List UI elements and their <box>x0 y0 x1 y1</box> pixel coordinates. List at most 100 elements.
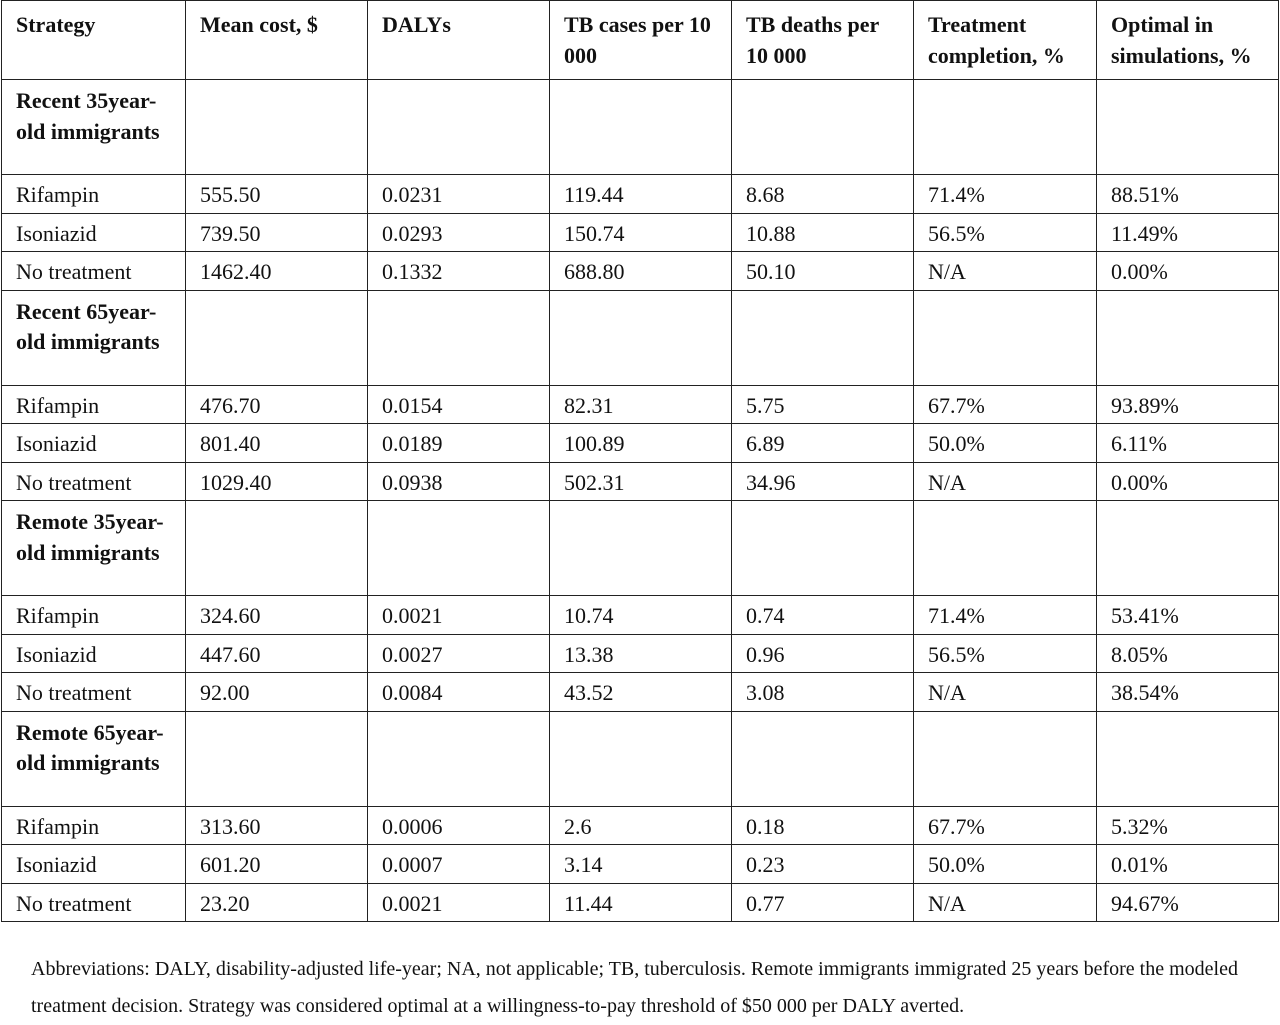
tb-cases-cell: 13.38 <box>549 633 732 673</box>
table-row: Isoniazid 739.50 0.0293 150.74 10.88 56.5% 11.… <box>1 212 1279 252</box>
group-empty-cell <box>367 79 550 175</box>
results-table: Strategy Mean cost, $ DALYs TB cases per… <box>1 0 1279 922</box>
optimal-cell: 94.67% <box>1096 882 1279 922</box>
treatment-completion-cell: N/A <box>913 672 1097 712</box>
tb-deaths-cell: 6.89 <box>731 423 914 463</box>
tb-cases-cell: 100.89 <box>549 423 732 463</box>
treatment-completion-cell: 67.7% <box>913 805 1097 845</box>
tb-deaths-cell: 10.88 <box>731 212 914 252</box>
table-row: No treatment 92.00 0.0084 43.52 3.08 N/A 38.54… <box>1 672 1279 712</box>
strategy-cell: Isoniazid <box>1 212 186 252</box>
tb-deaths-cell: 5.75 <box>731 384 914 424</box>
strategy-cell: Rifampin <box>1 595 186 635</box>
tb-deaths-cell: 3.08 <box>731 672 914 712</box>
strategy-cell: Rifampin <box>1 805 186 845</box>
mean-cost-cell: 324.60 <box>185 595 368 635</box>
group-empty-cell <box>731 289 914 386</box>
tb-cases-cell: 688.80 <box>549 251 732 291</box>
group-empty-cell <box>1096 710 1279 807</box>
tb-cases-cell: 10.74 <box>549 595 732 635</box>
treatment-completion-cell: N/A <box>913 251 1097 291</box>
group-label: Remote 65year-old immigrants <box>1 710 186 807</box>
group-empty-cell <box>913 500 1097 596</box>
group-empty-cell <box>731 79 914 175</box>
tb-deaths-cell: 8.68 <box>731 174 914 214</box>
group-empty-cell <box>185 79 368 175</box>
tb-deaths-cell: 50.10 <box>731 251 914 291</box>
group-empty-cell <box>185 710 368 807</box>
dalys-cell: 0.1332 <box>367 251 550 291</box>
table-row: Isoniazid 601.20 0.0007 3.14 0.23 50.0% 0.01% <box>1 844 1279 884</box>
dalys-cell: 0.0938 <box>367 461 550 501</box>
mean-cost-cell: 1029.40 <box>185 461 368 501</box>
dalys-cell: 0.0231 <box>367 174 550 214</box>
tb-cases-cell: 11.44 <box>549 882 732 922</box>
dalys-cell: 0.0189 <box>367 423 550 463</box>
optimal-cell: 11.49% <box>1096 212 1279 252</box>
mean-cost-cell: 92.00 <box>185 672 368 712</box>
tb-cases-cell: 3.14 <box>549 844 732 884</box>
tb-deaths-cell: 34.96 <box>731 461 914 501</box>
tb-deaths-cell: 0.77 <box>731 882 914 922</box>
optimal-cell: 0.00% <box>1096 461 1279 501</box>
optimal-cell: 93.89% <box>1096 384 1279 424</box>
group-empty-cell <box>549 710 732 807</box>
group-empty-cell <box>367 710 550 807</box>
table-row: Rifampin 476.70 0.0154 82.31 5.75 67.7% 93.89% <box>1 384 1279 424</box>
group-empty-cell <box>731 500 914 596</box>
header-mean-cost: Mean cost, $ <box>185 0 368 80</box>
table-row: Isoniazid 447.60 0.0027 13.38 0.96 56.5% 8.05% <box>1 633 1279 673</box>
table-row: Isoniazid 801.40 0.0189 100.89 6.89 50.0% 6.11… <box>1 423 1279 463</box>
table-body: Recent 35year-old immigrants Rifampin 555.… <box>1 79 1279 922</box>
header-dalys: DALYs <box>367 0 550 80</box>
treatment-completion-cell: 67.7% <box>913 384 1097 424</box>
group-empty-cell <box>367 289 550 386</box>
tb-cases-cell: 150.74 <box>549 212 732 252</box>
group-header-row: Remote 65year-old immigrants <box>1 710 1279 807</box>
treatment-completion-cell: 50.0% <box>913 844 1097 884</box>
treatment-completion-cell: 50.0% <box>913 423 1097 463</box>
group-empty-cell <box>1096 500 1279 596</box>
group-empty-cell <box>549 500 732 596</box>
optimal-cell: 38.54% <box>1096 672 1279 712</box>
group-empty-cell <box>731 710 914 807</box>
strategy-cell: Isoniazid <box>1 844 186 884</box>
strategy-cell: Isoniazid <box>1 633 186 673</box>
strategy-cell: No treatment <box>1 882 186 922</box>
mean-cost-cell: 313.60 <box>185 805 368 845</box>
optimal-cell: 0.00% <box>1096 251 1279 291</box>
dalys-cell: 0.0154 <box>367 384 550 424</box>
table-row: No treatment 1462.40 0.1332 688.80 50.10 N/A 0… <box>1 251 1279 291</box>
group-empty-cell <box>913 710 1097 807</box>
dalys-cell: 0.0021 <box>367 595 550 635</box>
strategy-cell: Isoniazid <box>1 423 186 463</box>
mean-cost-cell: 555.50 <box>185 174 368 214</box>
group-label: Recent 65year-old immigrants <box>1 289 186 386</box>
group-empty-cell <box>367 500 550 596</box>
tb-deaths-cell: 0.74 <box>731 595 914 635</box>
group-empty-cell <box>1096 79 1279 175</box>
tb-cases-cell: 43.52 <box>549 672 732 712</box>
optimal-cell: 53.41% <box>1096 595 1279 635</box>
group-label: Recent 35year-old immigrants <box>1 79 186 175</box>
treatment-completion-cell: 56.5% <box>913 212 1097 252</box>
table-row: No treatment 23.20 0.0021 11.44 0.77 N/A 94.67… <box>1 882 1279 922</box>
treatment-completion-cell: N/A <box>913 461 1097 501</box>
table-row: Rifampin 313.60 0.0006 2.6 0.18 67.7% 5.32% <box>1 805 1279 845</box>
dalys-cell: 0.0007 <box>367 844 550 884</box>
header-optimal-in-simulations: Optimal in simulations, % <box>1096 0 1279 80</box>
table-footnote: Abbreviations: DALY, disability-adjusted… <box>31 958 1238 1017</box>
dalys-cell: 0.0027 <box>367 633 550 673</box>
tb-cases-cell: 119.44 <box>549 174 732 214</box>
tb-deaths-cell: 0.23 <box>731 844 914 884</box>
header-strategy: Strategy <box>1 0 186 80</box>
group-header-row: Remote 35year-old immigrants <box>1 500 1279 596</box>
strategy-cell: Rifampin <box>1 174 186 214</box>
mean-cost-cell: 801.40 <box>185 423 368 463</box>
strategy-cell: No treatment <box>1 461 186 501</box>
group-empty-cell <box>913 79 1097 175</box>
header-row: Strategy Mean cost, $ DALYs TB cases per… <box>1 0 1279 80</box>
dalys-cell: 0.0084 <box>367 672 550 712</box>
strategy-cell: No treatment <box>1 672 186 712</box>
table-row: No treatment 1029.40 0.0938 502.31 34.96 N/A 0… <box>1 461 1279 501</box>
